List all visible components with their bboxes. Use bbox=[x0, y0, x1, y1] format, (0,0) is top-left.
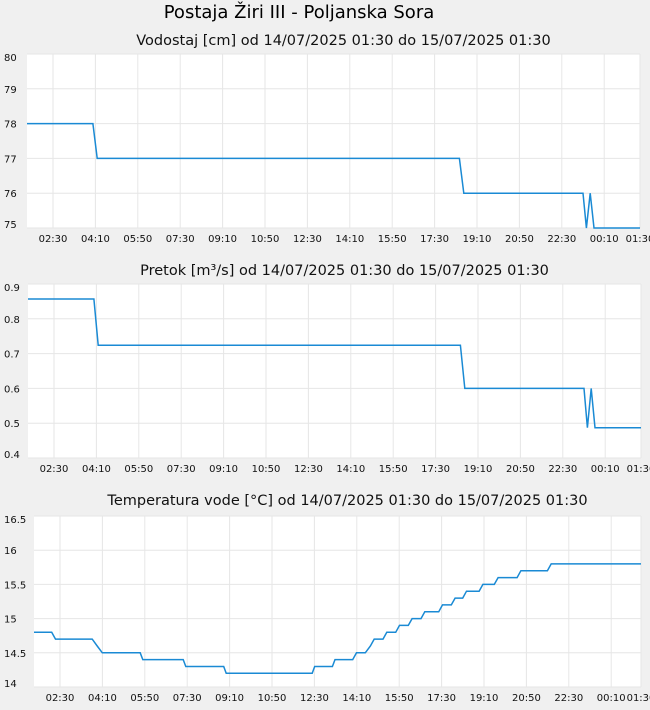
x-tick-label: 07:30 bbox=[167, 464, 196, 475]
y-tick-label: 16.5 bbox=[4, 515, 26, 526]
x-tick-label: 05:50 bbox=[123, 234, 152, 245]
chart-title: Pretok [m³/s] od 14/07/2025 01:30 do 15/… bbox=[140, 263, 549, 279]
x-tick-label: 07:30 bbox=[173, 693, 202, 704]
x-tick-label: 14:10 bbox=[335, 234, 364, 245]
x-tick-label: 04:10 bbox=[81, 234, 110, 245]
x-tick-label: 19:10 bbox=[470, 693, 499, 704]
chart-title: Vodostaj [cm] od 14/07/2025 01:30 do 15/… bbox=[136, 33, 550, 49]
y-tick-label: 78 bbox=[4, 120, 17, 131]
y-tick-label: 75 bbox=[4, 220, 17, 231]
x-tick-label: 14:10 bbox=[342, 693, 371, 704]
x-tick-label: 15:50 bbox=[385, 693, 414, 704]
x-tick-label: 17:30 bbox=[427, 693, 456, 704]
y-tick-label: 14 bbox=[4, 679, 17, 690]
x-tick-label: 20:50 bbox=[506, 464, 535, 475]
water-temperature-chart: Temperatura vode [°C] od 14/07/2025 01:3… bbox=[4, 493, 650, 704]
y-tick-label: 14.5 bbox=[4, 649, 26, 660]
series-line-0 bbox=[34, 563, 641, 675]
x-tick-label: 19:10 bbox=[463, 234, 492, 245]
x-tick-label: 00:10 bbox=[591, 464, 620, 475]
x-tick-label: 05:50 bbox=[124, 464, 153, 475]
y-tick-label: 79 bbox=[4, 85, 17, 96]
y-tick-label: 77 bbox=[4, 154, 17, 165]
plot-area bbox=[34, 516, 641, 687]
x-tick-label: 22:30 bbox=[554, 693, 583, 704]
x-tick-label: 09:10 bbox=[208, 234, 237, 245]
series-line-0 bbox=[27, 122, 640, 229]
x-tick-label: 02:30 bbox=[40, 464, 69, 475]
x-tick-label: 12:30 bbox=[300, 693, 329, 704]
x-tick-label: 00:10 bbox=[597, 693, 626, 704]
x-tick-label: 17:30 bbox=[420, 234, 449, 245]
y-tick-label: 76 bbox=[4, 189, 17, 200]
x-tick-label: 15:50 bbox=[379, 464, 408, 475]
x-tick-label: 04:10 bbox=[88, 693, 117, 704]
x-tick-label: 10:50 bbox=[251, 234, 280, 245]
x-tick-label: 07:30 bbox=[166, 234, 195, 245]
x-tick-label: 10:50 bbox=[258, 693, 287, 704]
x-tick-label: 01:30 bbox=[627, 464, 650, 475]
y-tick-label: 0.9 bbox=[4, 283, 20, 294]
x-tick-label: 12:30 bbox=[293, 234, 322, 245]
y-tick-label: 0.8 bbox=[4, 315, 20, 326]
x-tick-label: 20:50 bbox=[505, 234, 534, 245]
series-line-0 bbox=[28, 298, 641, 429]
x-tick-label: 10:50 bbox=[252, 464, 281, 475]
x-tick-label: 22:30 bbox=[548, 464, 577, 475]
x-tick-label: 12:30 bbox=[294, 464, 323, 475]
x-tick-label: 20:50 bbox=[512, 693, 541, 704]
y-tick-label: 0.4 bbox=[4, 450, 20, 461]
x-tick-label: 09:10 bbox=[209, 464, 238, 475]
x-tick-label: 14:10 bbox=[336, 464, 365, 475]
discharge-chart: Pretok [m³/s] od 14/07/2025 01:30 do 15/… bbox=[4, 263, 650, 475]
water-level-chart: Vodostaj [cm] od 14/07/2025 01:30 do 15/… bbox=[4, 33, 650, 245]
x-tick-label: 00:10 bbox=[590, 234, 619, 245]
x-tick-label: 22:30 bbox=[547, 234, 576, 245]
y-tick-label: 16 bbox=[4, 546, 17, 557]
x-tick-label: 19:10 bbox=[464, 464, 493, 475]
plot-area bbox=[28, 284, 641, 458]
x-tick-label: 09:10 bbox=[215, 693, 244, 704]
x-tick-label: 05:50 bbox=[130, 693, 159, 704]
y-tick-label: 15 bbox=[4, 615, 17, 626]
y-tick-label: 0.5 bbox=[4, 419, 20, 430]
x-tick-label: 01:30 bbox=[627, 693, 650, 704]
x-tick-label: 04:10 bbox=[82, 464, 111, 475]
y-tick-label: 0.7 bbox=[4, 350, 20, 361]
y-tick-label: 0.6 bbox=[4, 384, 20, 395]
y-tick-label: 15.5 bbox=[4, 580, 26, 591]
page-title: Postaja Žiri III - Poljanska Sora bbox=[163, 2, 435, 23]
y-tick-label: 80 bbox=[4, 53, 17, 64]
chart-title: Temperatura vode [°C] od 14/07/2025 01:3… bbox=[106, 493, 587, 509]
x-tick-label: 15:50 bbox=[378, 234, 407, 245]
x-tick-label: 01:30 bbox=[626, 234, 650, 245]
x-tick-label: 17:30 bbox=[421, 464, 450, 475]
x-tick-label: 02:30 bbox=[39, 234, 68, 245]
x-tick-label: 02:30 bbox=[46, 693, 75, 704]
plot-area bbox=[27, 54, 640, 228]
